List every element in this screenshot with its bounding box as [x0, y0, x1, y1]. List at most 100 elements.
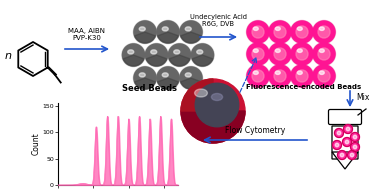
Circle shape	[145, 43, 168, 67]
Circle shape	[334, 129, 343, 138]
Circle shape	[291, 21, 313, 43]
Wedge shape	[158, 32, 178, 43]
Ellipse shape	[275, 27, 280, 30]
Circle shape	[122, 43, 145, 67]
Circle shape	[134, 67, 156, 89]
Ellipse shape	[185, 27, 191, 31]
Ellipse shape	[128, 50, 134, 54]
FancyBboxPatch shape	[328, 109, 362, 125]
FancyBboxPatch shape	[332, 126, 358, 159]
Wedge shape	[192, 55, 213, 66]
Circle shape	[157, 20, 180, 43]
Ellipse shape	[162, 73, 168, 77]
Circle shape	[274, 70, 286, 82]
Wedge shape	[135, 32, 155, 43]
Wedge shape	[158, 78, 178, 89]
Ellipse shape	[151, 50, 157, 54]
Circle shape	[169, 44, 190, 66]
Wedge shape	[123, 55, 144, 66]
Circle shape	[291, 20, 314, 43]
Circle shape	[191, 43, 214, 67]
Ellipse shape	[319, 71, 324, 74]
Circle shape	[246, 64, 270, 88]
Circle shape	[180, 21, 202, 43]
Circle shape	[335, 143, 339, 147]
Ellipse shape	[139, 27, 145, 31]
Ellipse shape	[253, 49, 258, 53]
Ellipse shape	[253, 27, 258, 30]
Circle shape	[312, 64, 336, 88]
Circle shape	[345, 140, 349, 144]
Circle shape	[312, 20, 336, 43]
Circle shape	[343, 125, 353, 133]
Circle shape	[157, 67, 180, 90]
Polygon shape	[332, 152, 358, 169]
Text: n: n	[4, 51, 12, 61]
Circle shape	[296, 48, 308, 60]
Ellipse shape	[319, 49, 324, 53]
Circle shape	[291, 65, 313, 87]
Circle shape	[313, 43, 335, 65]
Wedge shape	[181, 79, 213, 111]
Text: Undecylenic Acid
R6G, DVB: Undecylenic Acid R6G, DVB	[189, 14, 247, 27]
Ellipse shape	[297, 27, 302, 30]
Circle shape	[269, 20, 292, 43]
Circle shape	[296, 70, 308, 82]
Circle shape	[291, 43, 314, 66]
Text: MAA, AIBN
PVP-K30: MAA, AIBN PVP-K30	[68, 28, 106, 41]
Circle shape	[252, 26, 264, 38]
Circle shape	[179, 20, 202, 43]
Circle shape	[350, 143, 359, 152]
Circle shape	[181, 79, 245, 143]
Ellipse shape	[139, 73, 145, 77]
Circle shape	[346, 127, 350, 131]
Ellipse shape	[297, 49, 302, 53]
Circle shape	[269, 43, 291, 65]
Circle shape	[347, 150, 356, 160]
Circle shape	[252, 48, 264, 60]
Circle shape	[291, 43, 313, 65]
Circle shape	[350, 132, 359, 142]
Wedge shape	[181, 111, 245, 143]
Circle shape	[247, 65, 269, 87]
Circle shape	[246, 20, 270, 43]
Ellipse shape	[195, 89, 208, 97]
Wedge shape	[181, 32, 201, 43]
Circle shape	[333, 140, 341, 149]
Circle shape	[313, 65, 335, 87]
Circle shape	[269, 43, 292, 66]
Circle shape	[252, 70, 264, 82]
Circle shape	[269, 21, 291, 43]
Circle shape	[337, 150, 346, 160]
Circle shape	[350, 153, 354, 157]
Circle shape	[337, 131, 341, 135]
Ellipse shape	[174, 50, 180, 54]
Circle shape	[340, 153, 344, 157]
Circle shape	[343, 138, 352, 146]
Y-axis label: Count: Count	[32, 133, 41, 155]
Circle shape	[122, 44, 144, 66]
Circle shape	[269, 64, 292, 88]
Ellipse shape	[319, 27, 324, 30]
Ellipse shape	[297, 71, 302, 74]
Circle shape	[353, 135, 357, 139]
Wedge shape	[146, 55, 167, 66]
Ellipse shape	[253, 71, 258, 74]
Circle shape	[246, 43, 270, 66]
Ellipse shape	[211, 94, 222, 101]
Wedge shape	[169, 55, 190, 66]
Ellipse shape	[275, 49, 280, 53]
Circle shape	[157, 21, 179, 43]
Ellipse shape	[275, 71, 280, 74]
Circle shape	[312, 43, 336, 66]
Circle shape	[269, 65, 291, 87]
Circle shape	[134, 20, 157, 43]
Circle shape	[313, 21, 335, 43]
Circle shape	[318, 70, 330, 82]
Circle shape	[247, 21, 269, 43]
Circle shape	[291, 64, 314, 88]
Circle shape	[274, 48, 286, 60]
Circle shape	[168, 43, 191, 67]
Circle shape	[192, 44, 214, 66]
Text: Seed Beads: Seed Beads	[122, 84, 177, 93]
